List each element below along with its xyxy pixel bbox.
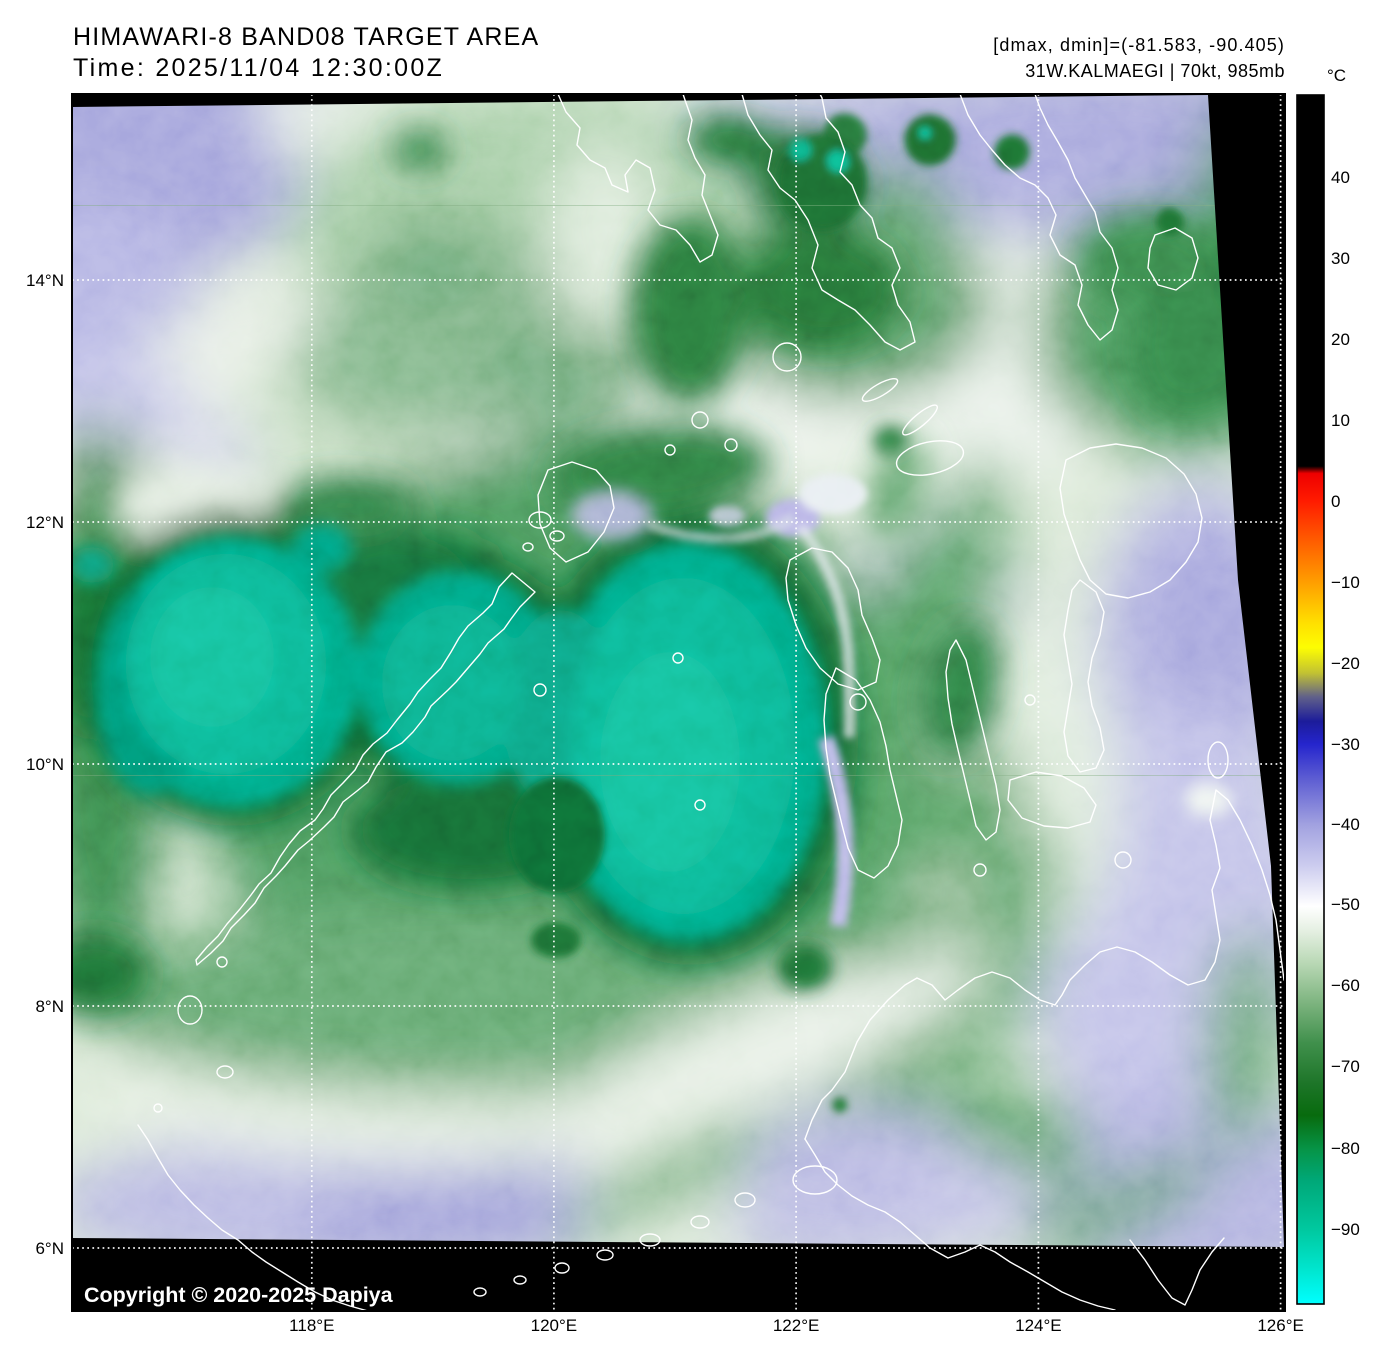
svg-text:14°N: 14°N — [26, 271, 64, 290]
svg-text:[dmax, dmin]=(-81.583, -90.405: [dmax, dmin]=(-81.583, -90.405) — [993, 35, 1285, 55]
svg-text:120°E: 120°E — [531, 1316, 578, 1335]
svg-text:12°N: 12°N — [26, 513, 64, 532]
svg-text:−30: −30 — [1331, 735, 1360, 754]
svg-text:126°E: 126°E — [1257, 1316, 1304, 1335]
svg-text:−40: −40 — [1331, 815, 1360, 834]
svg-text:Copyright © 2020-2025 Dapiya: Copyright © 2020-2025 Dapiya — [84, 1283, 394, 1307]
svg-text:Time: 2025/11/04 12:30:00Z: Time: 2025/11/04 12:30:00Z — [73, 54, 444, 82]
svg-text:30: 30 — [1331, 249, 1350, 268]
svg-text:124°E: 124°E — [1015, 1316, 1062, 1335]
svg-text:−50: −50 — [1331, 895, 1360, 914]
svg-text:−90: −90 — [1331, 1220, 1360, 1239]
svg-text:−60: −60 — [1331, 976, 1360, 995]
svg-text:−70: −70 — [1331, 1057, 1360, 1076]
svg-text:°C: °C — [1327, 66, 1346, 85]
svg-text:−20: −20 — [1331, 654, 1360, 673]
svg-text:8°N: 8°N — [35, 997, 64, 1016]
svg-text:31W.KALMAEGI | 70kt, 985mb: 31W.KALMAEGI | 70kt, 985mb — [1025, 61, 1285, 81]
svg-text:20: 20 — [1331, 330, 1350, 349]
svg-text:HIMAWARI-8 BAND08 TARGET AREA: HIMAWARI-8 BAND08 TARGET AREA — [73, 23, 539, 51]
svg-text:10: 10 — [1331, 411, 1350, 430]
svg-text:122°E: 122°E — [773, 1316, 820, 1335]
svg-text:40: 40 — [1331, 168, 1350, 187]
svg-text:−80: −80 — [1331, 1139, 1360, 1158]
svg-text:0: 0 — [1331, 492, 1340, 511]
svg-text:118°E: 118°E — [289, 1316, 334, 1335]
svg-text:−10: −10 — [1331, 573, 1360, 592]
svg-text:6°N: 6°N — [35, 1239, 64, 1258]
svg-text:10°N: 10°N — [26, 755, 64, 774]
